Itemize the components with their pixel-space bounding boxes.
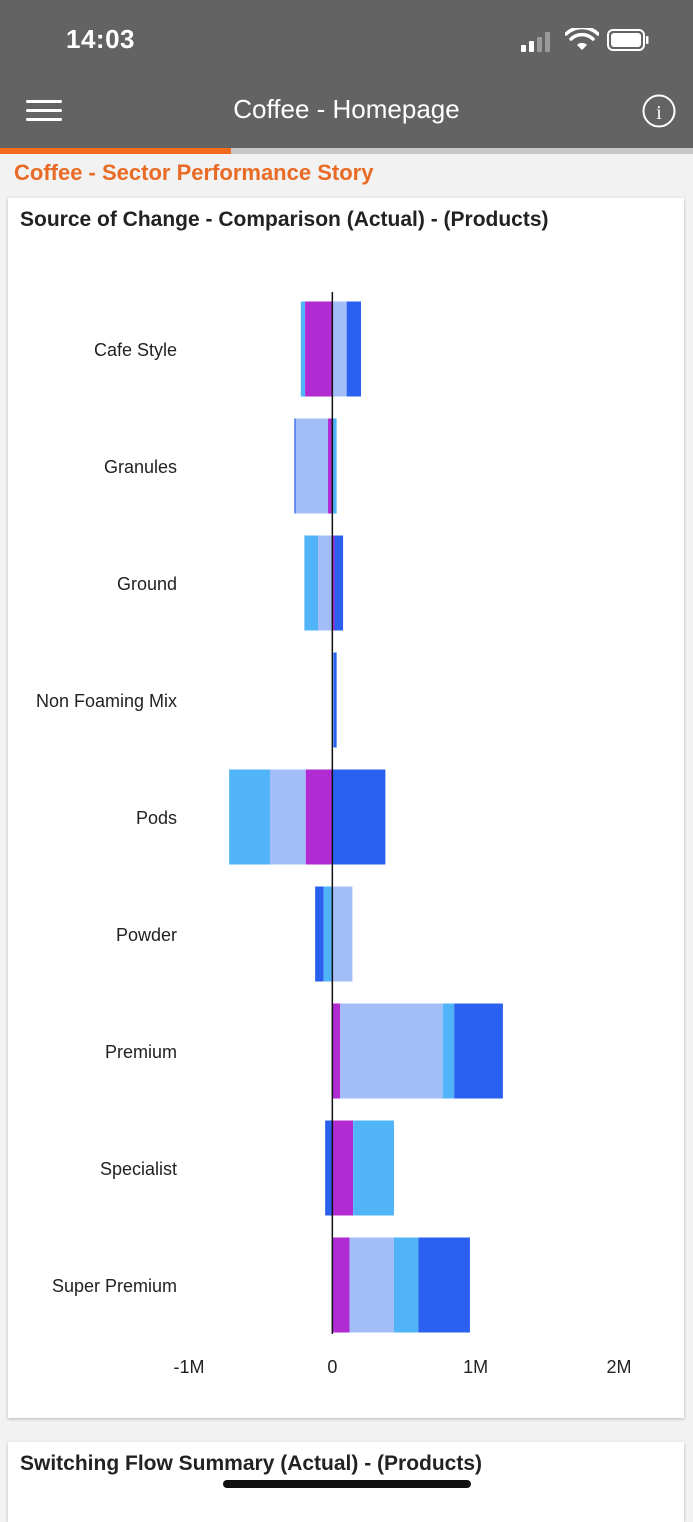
bar-powder-segment-0[interactable] [315,886,324,982]
bar-super-premium-segment-3[interactable] [418,1237,470,1333]
bar-pods-segment-2[interactable] [305,769,333,865]
story-progress-fill [0,148,231,154]
category-label-specialist: Specialist [100,1159,177,1179]
bar-granules-segment-0[interactable] [294,418,296,514]
bar-ground-segment-2[interactable] [332,535,335,631]
bar-granules-segment-3[interactable] [332,418,337,514]
bar-super-premium-segment-0[interactable] [332,1237,350,1333]
bar-pods-segment-3[interactable] [332,769,386,865]
bar-ground-segment-1[interactable] [318,535,333,631]
bar-specialist-segment-1[interactable] [332,1120,354,1216]
app-header: 14:03 Coffee - Homepage i [0,0,693,148]
bar-ground-segment-3[interactable] [334,535,344,631]
category-label-premium: Premium [105,1042,177,1062]
bar-powder-segment-2[interactable] [332,886,353,982]
category-label-ground: Ground [117,574,177,594]
menu-icon[interactable] [26,98,64,124]
bar-premium-segment-3[interactable] [454,1003,503,1099]
category-label-granules: Granules [104,457,177,477]
bar-granules-segment-2[interactable] [328,418,333,514]
page-title: Coffee - Homepage [233,94,460,124]
bar-non-foaming-mix-segment-1[interactable] [333,652,337,748]
x-tick-label: -1M [174,1357,205,1377]
bar-cafe-style-segment-3[interactable] [346,301,361,397]
bar-pods-segment-1[interactable] [269,769,306,865]
bar-specialist-segment-0[interactable] [325,1120,333,1216]
category-label-non-foaming-mix: Non Foaming Mix [36,691,177,711]
bar-cafe-style-segment-2[interactable] [332,301,347,397]
bar-cafe-style-segment-0[interactable] [300,301,306,397]
category-label-cafe-style: Cafe Style [94,340,177,360]
source-of-change-chart: Cafe Style Granules Ground Non Foaming Mix P… [36,292,632,1377]
chart-card: Source of Change - Comparison (Actual) -… [8,198,684,1418]
x-tick-label: 2M [606,1357,631,1377]
wifi-icon [565,28,599,50]
bar-super-premium-segment-1[interactable] [349,1237,394,1333]
bar-premium-segment-1[interactable] [340,1003,443,1099]
x-tick-label: 1M [463,1357,488,1377]
bar-cafe-style-segment-1[interactable] [305,301,333,397]
home-indicator [223,1480,471,1488]
bar-premium-segment-0[interactable] [332,1003,341,1099]
bar-specialist-segment-2[interactable] [353,1120,394,1216]
svg-text:i: i [656,102,662,124]
bar-powder-segment-1[interactable] [323,886,333,982]
bar-ground-segment-0[interactable] [304,535,318,631]
story-title: Coffee - Sector Performance Story [14,160,374,185]
bar-pods-segment-0[interactable] [229,769,270,865]
bar-granules-segment-1[interactable] [295,418,329,514]
bar-super-premium-segment-2[interactable] [393,1237,419,1333]
info-icon[interactable]: i [642,94,676,128]
battery-icon [607,29,649,51]
category-label-super-premium: Super Premium [52,1276,177,1296]
category-label-pods: Pods [136,808,177,828]
bar-premium-segment-2[interactable] [442,1003,455,1099]
switching-flow-title: Switching Flow Summary (Actual) - (Produ… [20,1452,483,1475]
signal-icon [521,30,555,52]
story-progress-bar [0,148,693,154]
category-label-powder: Powder [116,925,177,945]
chart-title: Source of Change - Comparison (Actual) -… [20,208,549,231]
x-tick-label: 0 [327,1357,337,1377]
status-icons [513,26,653,54]
status-time: 14:03 [66,24,135,54]
